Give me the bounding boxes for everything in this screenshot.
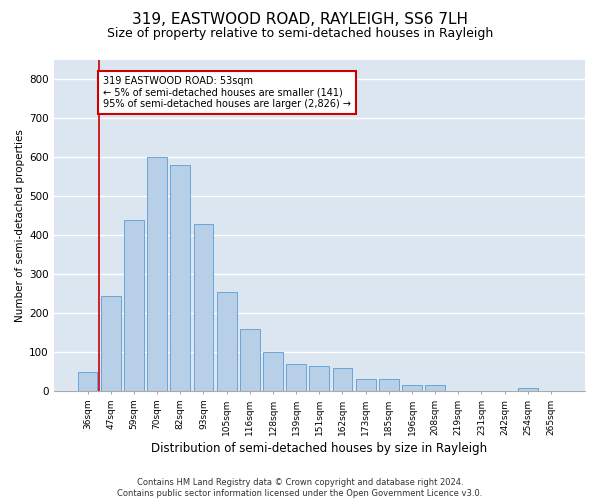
Bar [170, 165, 190, 391]
Bar [263, 352, 283, 391]
Bar [425, 385, 445, 391]
Text: Size of property relative to semi-detached houses in Rayleigh: Size of property relative to semi-detach… [107, 28, 493, 40]
Bar [402, 385, 422, 391]
Bar [148, 158, 167, 391]
Bar [286, 364, 306, 391]
Bar [124, 220, 144, 391]
Y-axis label: Number of semi-detached properties: Number of semi-detached properties [15, 129, 25, 322]
Bar [379, 380, 398, 391]
Bar [240, 328, 260, 391]
Text: 319 EASTWOOD ROAD: 53sqm
← 5% of semi-detached houses are smaller (141)
95% of s: 319 EASTWOOD ROAD: 53sqm ← 5% of semi-de… [103, 76, 351, 109]
Bar [217, 292, 236, 391]
Bar [356, 380, 376, 391]
Bar [332, 368, 352, 391]
X-axis label: Distribution of semi-detached houses by size in Rayleigh: Distribution of semi-detached houses by … [151, 442, 487, 455]
Bar [101, 296, 121, 391]
Text: Contains HM Land Registry data © Crown copyright and database right 2024.
Contai: Contains HM Land Registry data © Crown c… [118, 478, 482, 498]
Text: 319, EASTWOOD ROAD, RAYLEIGH, SS6 7LH: 319, EASTWOOD ROAD, RAYLEIGH, SS6 7LH [132, 12, 468, 28]
Bar [78, 372, 97, 391]
Bar [518, 388, 538, 391]
Bar [310, 366, 329, 391]
Bar [194, 224, 214, 391]
